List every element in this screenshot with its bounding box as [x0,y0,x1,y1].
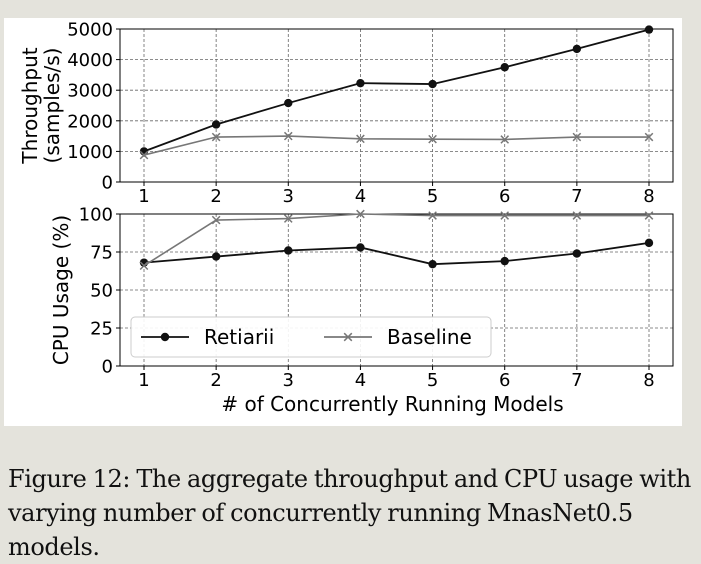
throughput-baseline-point [572,132,582,142]
legend-retiarii-marker [160,332,170,342]
cpu-xtick-label: 5 [427,370,438,391]
throughput-baseline-point [428,134,437,144]
cpu-xtick-label: 1 [138,370,149,391]
cpu-ytick-label: 75 [90,243,113,264]
cpu-baseline-point [139,261,149,271]
throughput-ytick-label: 3000 [67,81,113,102]
cpu-baseline-point [500,211,510,220]
caption-text: The aggregate throughput and CPU usage w… [8,465,691,561]
throughput-baseline-point [283,131,293,141]
cpu-baseline-point [211,215,221,225]
throughput-retiarii-point [572,44,582,54]
cpu-retiarii-point [644,238,654,248]
throughput-xtick-label: 7 [571,186,582,207]
cpu-xtick-label: 2 [210,370,221,391]
legend-baseline-label: Baseline [387,325,472,349]
throughput-baseline-line [143,135,649,156]
cpu-retiarii-line [143,241,650,266]
legend-box [130,316,492,358]
throughput-retiarii-point [211,120,221,129]
cpu-xtick-label: 4 [355,370,366,391]
legend-retiarii-label: Retiarii [204,325,274,349]
cpu-ytick-label: 50 [90,281,113,302]
figure-caption: Figure 12: The aggregate throughput and … [8,462,698,564]
throughput-ytick-label: 1000 [67,142,113,163]
cpu-baseline-point [428,211,437,220]
throughput-xtick-label: 6 [499,186,510,207]
throughput-ytick-label: 5000 [67,20,113,41]
legend-baseline-marker [343,332,353,342]
throughput-ytick-label: 2000 [67,111,113,132]
throughput-xtick-label: 5 [427,186,438,207]
cpu-xtick-label: 6 [499,370,510,391]
cpu-baseline-line [143,213,649,267]
throughput-retiarii-line [143,28,650,153]
throughput-ylabel-line: Throughput [18,47,42,164]
throughput-baseline-point [356,134,365,144]
throughput-xtick-label: 8 [643,186,654,207]
throughput-baseline-point [500,135,510,144]
cpu-baseline-point [644,211,654,220]
cpu-retiarii-point [356,243,365,252]
throughput-retiarii-point [644,25,654,34]
cpu-baseline-point [356,209,365,219]
throughput-baseline-point [644,132,654,142]
throughput-ylabel: Throughput(samples/s) [18,47,64,164]
cpu-retiarii-point [428,259,437,269]
cpu-retiarii-point [572,249,582,258]
throughput-ytick-label: 0 [102,173,113,194]
cpu-xtick-label: 3 [283,370,294,391]
cpu-xlabel: # of Concurrently Running Models [221,392,563,416]
cpu-retiarii-point [211,252,221,261]
cpu-ylabel-line: CPU Usage (%) [49,215,73,365]
cpu-retiarii-point [284,246,293,255]
throughput-retiarii-point [428,79,437,89]
throughput-retiarii-point [356,78,365,88]
cpu-baseline-point [283,214,293,223]
cpu-xtick-label: 7 [571,370,582,391]
throughput-retiarii-point [284,98,293,108]
throughput-retiarii-point [500,63,509,72]
throughput-xtick-label: 4 [355,186,366,207]
throughput-ylabel-line: (samples/s) [40,48,64,164]
cpu-baseline-point [572,211,582,220]
cpu-retiarii-point [500,256,509,266]
caption-label: Figure 12: [8,465,131,493]
throughput-plot-frame [119,28,674,183]
cpu-ytick-label: 25 [90,319,113,340]
throughput-xtick-label: 1 [138,186,149,207]
throughput-xtick-label: 3 [283,186,294,207]
throughput-baseline-point [139,150,149,160]
cpu-ytick-label: 100 [79,205,113,226]
cpu-ylabel: CPU Usage (%) [49,215,73,365]
throughput-baseline-point [211,132,221,142]
cpu-xtick-label: 8 [643,370,654,391]
cpu-ytick-label: 0 [102,357,113,378]
throughput-xtick-label: 2 [210,186,221,207]
figure-panel: 0 1000 2000 3000 4000 5000 1 2 3 4 5 6 7 8 Throughput(… [4,18,682,426]
throughput-ytick-label: 4000 [67,50,113,71]
